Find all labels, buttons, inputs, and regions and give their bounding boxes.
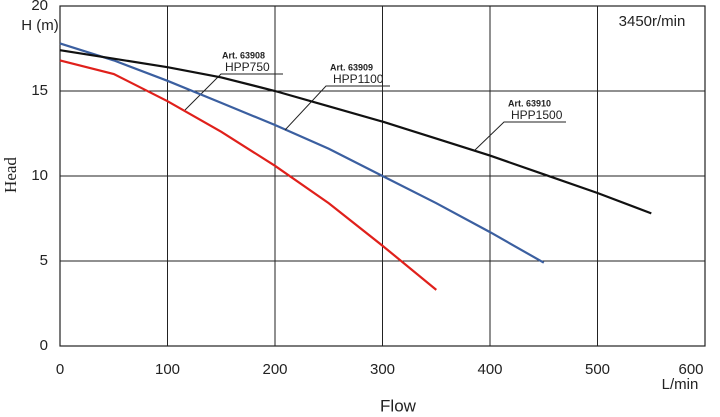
series-line [59, 49, 652, 215]
series-article: Art. 63909 [330, 62, 373, 72]
x-tick-label: 200 [262, 361, 287, 378]
x-unit: L/min [662, 376, 699, 393]
series-line [59, 42, 545, 264]
series-name: HPP1500 [511, 108, 563, 122]
leader-line [474, 121, 566, 151]
annotation-box [600, 8, 703, 34]
y-axis-label: Head [1, 157, 20, 193]
series-name: HPP1100 [333, 72, 384, 86]
y-tick-label: 15 [31, 82, 48, 99]
x-axis-label: Flow [380, 396, 417, 415]
series-line [59, 59, 437, 291]
annotation: 3450r/min [619, 13, 686, 30]
y-tick-label: 20 [31, 0, 48, 14]
x-tick-label: 100 [155, 361, 180, 378]
y-tick-label: 0 [40, 337, 48, 354]
y-label-top: H (m) [21, 17, 59, 34]
x-tick-label: 400 [477, 361, 502, 378]
y-tick-label: 10 [31, 167, 48, 184]
x-tick-label: 300 [370, 361, 395, 378]
leader-line [184, 73, 283, 111]
x-tick-label: 500 [585, 361, 610, 378]
x-tick-label: 600 [678, 361, 703, 378]
x-tick-label: 0 [56, 361, 64, 378]
series-name: HPP750 [225, 60, 270, 74]
leader-line [284, 85, 390, 131]
y-tick-label: 5 [40, 252, 48, 269]
series-article: Art. 63908 [222, 50, 265, 60]
series-article: Art. 63910 [508, 98, 551, 108]
